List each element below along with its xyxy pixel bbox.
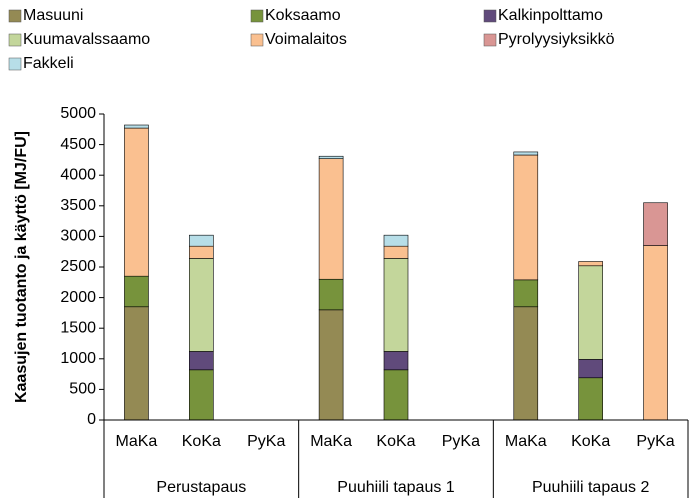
y-tick-label: 1500 (60, 319, 96, 336)
x-tick-label: PyKa (636, 433, 674, 450)
bar-segment (124, 306, 149, 421)
legend-label: Koksaamo (265, 7, 341, 24)
y-tick-label: 3000 (60, 228, 96, 245)
group-label: Puuhiili tapaus 1 (337, 479, 455, 496)
bar-segment (124, 124, 149, 129)
x-tick-label: MaKa (310, 433, 352, 450)
legend-label: Kuumavalssaamo (23, 31, 150, 48)
y-tick-label: 5000 (60, 105, 96, 122)
bar-segment (318, 309, 344, 421)
legend-swatch (8, 9, 22, 23)
bar-segment (578, 261, 603, 267)
bar-segment (513, 279, 539, 308)
bar-segment (513, 154, 539, 281)
x-tick-label: PyKa (247, 433, 285, 450)
bar-segment (318, 155, 344, 159)
legend-swatch (250, 9, 264, 23)
bar-segment (513, 306, 539, 421)
legend-label: Fakkeli (23, 55, 74, 72)
y-tick-label: 500 (69, 381, 96, 398)
bar-segment (318, 158, 344, 280)
legend-swatch (483, 9, 497, 23)
bar-segment (383, 258, 409, 352)
legend-swatch (483, 33, 497, 47)
legend-swatch (8, 33, 22, 47)
bar-segment (189, 245, 214, 259)
bar-segment (189, 258, 214, 352)
legend-label: Voimalaitos (265, 31, 347, 48)
bar-segment (578, 359, 603, 379)
x-tick-label: MaKa (116, 433, 158, 450)
bar-segment (643, 245, 668, 421)
bar-segment (124, 127, 149, 277)
y-tick-label: 4500 (60, 136, 96, 153)
bar-segment (124, 275, 149, 308)
legend-swatch (250, 33, 264, 47)
x-tick-label: KoKa (182, 433, 221, 450)
bar-segment (318, 278, 344, 311)
bar-segment (189, 369, 214, 421)
bar-segment (513, 151, 539, 156)
y-tick-label: 1000 (60, 350, 96, 367)
x-tick-label: MaKa (505, 433, 547, 450)
bar-segment (578, 265, 603, 360)
bar-segment (189, 234, 214, 247)
x-tick-label: KoKa (376, 433, 415, 450)
bar-segment (189, 351, 214, 371)
y-tick-label: 0 (87, 411, 96, 428)
y-tick-label: 2000 (60, 289, 96, 306)
group-label: Puuhiili tapaus 2 (532, 479, 650, 496)
y-tick-label: 4000 (60, 166, 96, 183)
x-tick-label: KoKa (571, 433, 610, 450)
bar-segment (578, 377, 603, 421)
x-tick-label: PyKa (442, 433, 480, 450)
legend-label: Masuuni (23, 7, 83, 24)
legend-label: Kalkinpolttamo (498, 7, 603, 24)
bar-segment (383, 351, 409, 371)
bar-segment (383, 245, 409, 259)
bar-segment (383, 369, 409, 421)
y-tick-label: 2500 (60, 258, 96, 275)
group-label: Perustapaus (156, 479, 246, 496)
legend-swatch (8, 57, 22, 71)
y-axis-label: Kaasujen tuotanto ja käyttö [MJ/FU] (13, 131, 30, 403)
y-tick-label: 3500 (60, 197, 96, 214)
bar-segment (383, 234, 409, 247)
legend-label: Pyrolyysiyksikkö (498, 31, 615, 48)
bar-segment (643, 202, 668, 246)
